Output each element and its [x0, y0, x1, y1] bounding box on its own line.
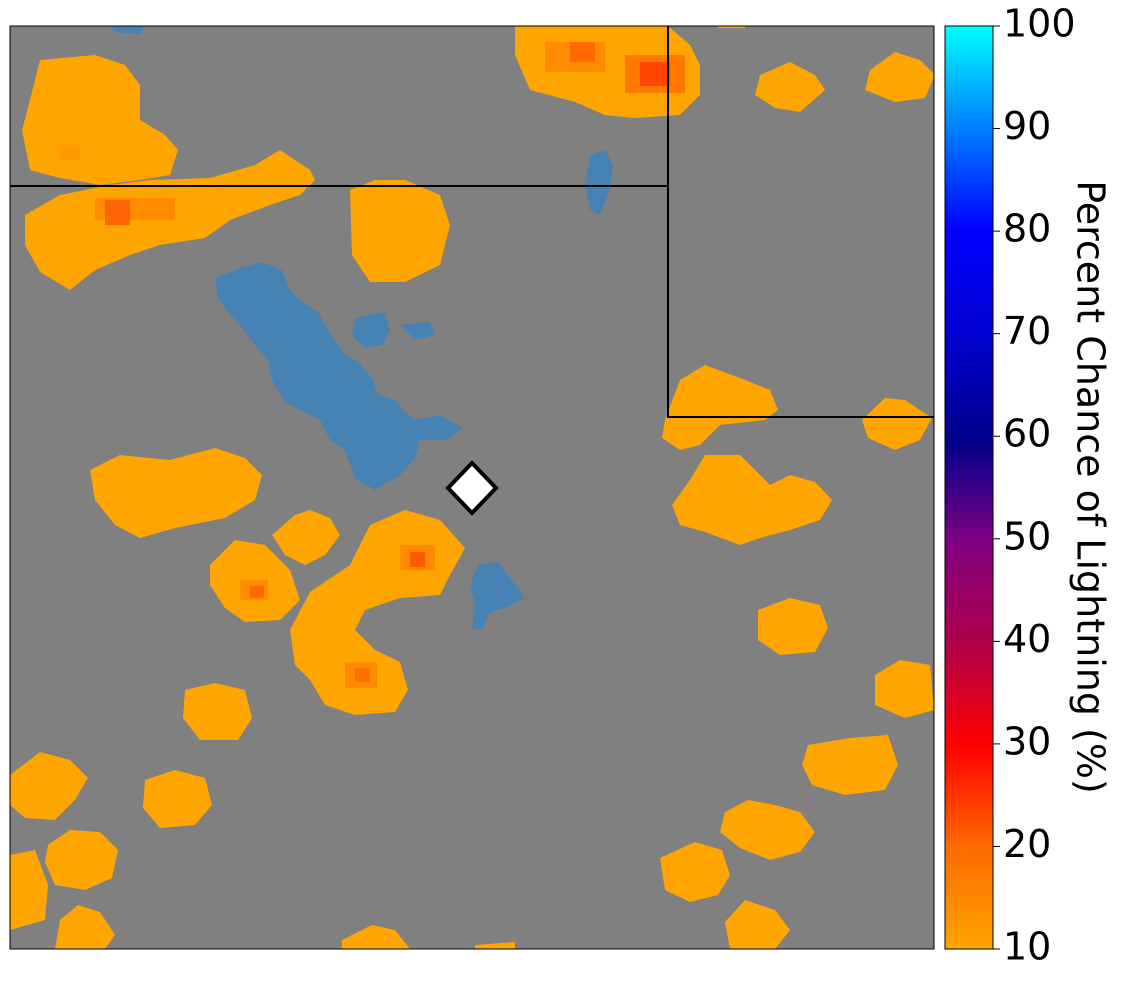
- state-boundaries: [10, 26, 934, 418]
- colorbar-tick-label: 60: [1003, 412, 1051, 456]
- colorbar-tick-label: 10: [1003, 925, 1051, 969]
- map-panel: [10, 26, 934, 949]
- colorbar-tick-label: 40: [1003, 617, 1051, 661]
- colorbar-tick-label: 30: [1003, 719, 1051, 763]
- colorbar-tick-label: 100: [1003, 2, 1076, 46]
- water-bodies: [110, 26, 613, 630]
- colorbar-tick-label: 20: [1003, 822, 1051, 866]
- utah-lake: [470, 562, 525, 630]
- lightning-cells-medium: [60, 42, 685, 688]
- water-small-east: [400, 322, 435, 340]
- colorbar-tick-label: 50: [1003, 514, 1051, 558]
- water-top-left: [110, 26, 145, 34]
- colorbar-tick-label: 90: [1003, 104, 1051, 148]
- colorbar: 100 90 80 70 60 50 40 30 20 10 Percent Chance of …: [944, 2, 1113, 969]
- map-frame: [9, 25, 935, 950]
- location-marker-diamond: [445, 460, 499, 516]
- colorbar-scale: [944, 25, 994, 950]
- great-salt-lake: [215, 262, 462, 490]
- water-north-reservoir: [585, 150, 613, 215]
- boundary-utah-wyoming: [667, 26, 934, 418]
- colorbar-title: Percent Chance of Lightning (%): [1069, 180, 1113, 794]
- colorbar-ticks: 100 90 80 70 60 50 40 30 20 10: [993, 2, 1076, 969]
- colorbar-tick-label: 70: [1003, 309, 1051, 353]
- colorbar-tick-label: 80: [1003, 207, 1051, 251]
- water-island-lake: [352, 312, 390, 348]
